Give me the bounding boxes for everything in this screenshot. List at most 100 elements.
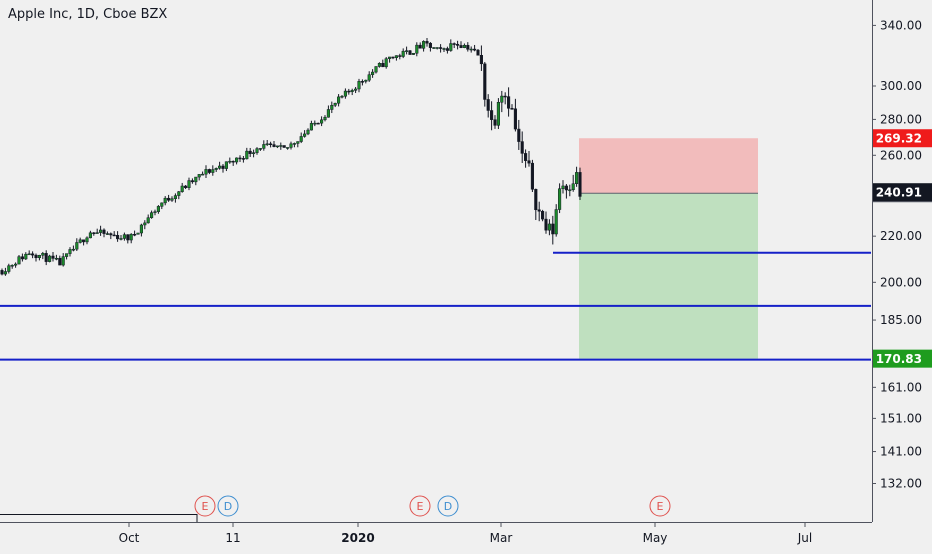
candle-body: [564, 185, 568, 191]
candle: [289, 141, 293, 150]
candle-body: [381, 63, 385, 68]
candle-body: [411, 52, 415, 55]
candle-body: [116, 235, 120, 240]
candle-body: [452, 43, 456, 45]
candle-body: [513, 108, 517, 130]
candle-body: [48, 255, 52, 262]
candle-body: [129, 233, 133, 241]
earnings-marker: E: [649, 495, 671, 517]
candle: [252, 149, 256, 158]
last-price-label-text: 240.91: [876, 186, 922, 200]
candle: [473, 44, 477, 52]
chart-title: Apple Inc, 1D, Cboe BZX: [8, 7, 168, 22]
candle-body: [558, 188, 562, 210]
candle-body: [388, 56, 392, 59]
candle-body: [235, 157, 239, 163]
candle: [418, 42, 422, 49]
candle: [303, 130, 307, 138]
candle: [48, 254, 52, 263]
candle: [323, 115, 327, 122]
candle-body: [507, 96, 511, 109]
candle-body: [75, 242, 79, 250]
candle: [425, 38, 429, 47]
candle-body: [547, 223, 551, 231]
candle: [194, 176, 198, 186]
candle-body: [405, 50, 409, 52]
candle-body: [54, 257, 58, 260]
candle-body: [17, 256, 21, 265]
candle-body: [170, 198, 174, 201]
candle-body: [456, 43, 460, 46]
event-letter: D: [444, 500, 452, 513]
target-price-label-bg: [873, 349, 932, 368]
candle-body: [275, 145, 279, 148]
candle-body: [530, 162, 534, 190]
candle-body: [99, 229, 103, 233]
candle-body: [201, 173, 205, 176]
candle: [41, 251, 45, 260]
candle: [163, 196, 167, 206]
candle: [160, 202, 164, 210]
candle: [452, 42, 456, 49]
candle-body: [207, 169, 211, 173]
candle: [350, 88, 354, 96]
candle: [24, 252, 28, 260]
candle: [500, 90, 504, 113]
candle-body: [238, 157, 242, 160]
candle: [14, 262, 18, 268]
candle: [133, 230, 137, 237]
candle: [143, 220, 147, 230]
candle: [534, 188, 538, 221]
time-axis[interactable]: Oct 11 2020 Mar May Jul: [0, 522, 872, 545]
candle-body: [245, 150, 249, 160]
candle-body: [500, 95, 504, 103]
candle-body: [51, 255, 55, 259]
dividend-marker: D: [437, 495, 459, 517]
candle-body: [551, 223, 555, 235]
candle: [445, 46, 449, 54]
candle: [517, 119, 521, 150]
candle-body: [7, 265, 11, 272]
candle: [122, 232, 126, 241]
candle: [275, 145, 279, 149]
candle-body: [41, 253, 45, 256]
candle-body: [71, 248, 75, 251]
candle: [0, 268, 4, 276]
candle: [510, 104, 514, 110]
candle-body: [34, 254, 38, 259]
candle-body: [544, 218, 548, 231]
candle: [224, 161, 228, 172]
candle: [306, 128, 310, 136]
candle-body: [31, 253, 35, 256]
candle-body: [391, 56, 395, 59]
horizontal-lines[interactable]: [0, 251, 871, 522]
candle-body: [469, 48, 473, 51]
candle: [551, 215, 555, 245]
candle: [537, 201, 541, 222]
candle: [241, 155, 245, 163]
candle-body: [20, 256, 24, 260]
candle: [109, 232, 113, 240]
candle-body: [490, 110, 494, 120]
candle: [337, 94, 341, 107]
candle: [405, 46, 409, 55]
position-zones[interactable]: [579, 138, 758, 359]
candle: [51, 251, 55, 262]
candle-body: [377, 63, 381, 67]
candle-body: [143, 222, 147, 226]
candle: [99, 225, 103, 236]
time-tick-label: 2020: [341, 531, 374, 545]
candle-body: [330, 105, 334, 110]
dividend-marker: D: [217, 495, 239, 517]
candle-body: [231, 160, 235, 163]
candle-body: [88, 232, 92, 239]
candle: [116, 231, 120, 242]
candle: [571, 174, 575, 192]
price-axis[interactable]: 340.00300.00280.00260.00240.00220.00200.…: [872, 0, 932, 550]
candle: [119, 234, 123, 241]
candle: [326, 105, 330, 118]
candle-body: [449, 43, 453, 51]
